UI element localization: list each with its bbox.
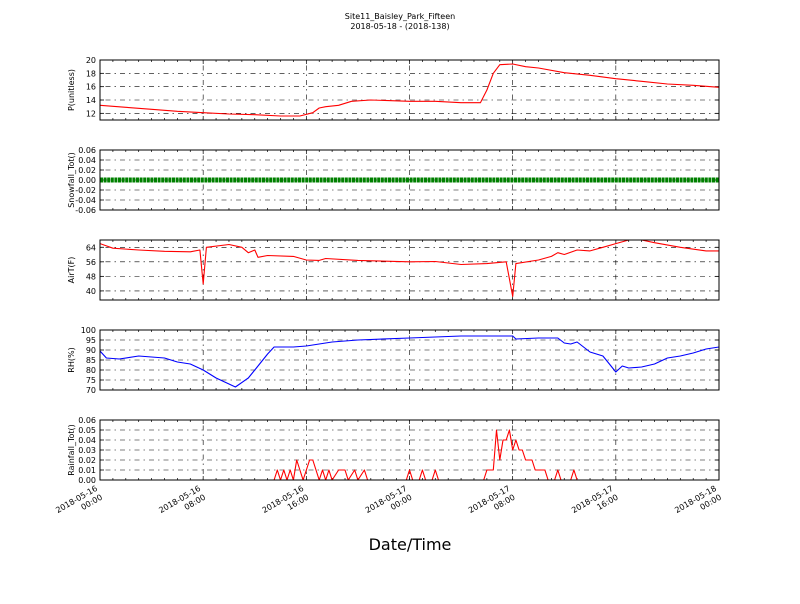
panel-0: 12 14 16 18 20 P(unitless) (67, 56, 720, 121)
x-tick-label: 2018-05-1716:00 (570, 484, 620, 524)
y-tick-label: 0.03 (78, 446, 96, 455)
y-tick-label: 75 (86, 376, 96, 385)
panel-2: 40 48 56 64 AirT(F) (67, 239, 720, 301)
series-line-0 (100, 63, 719, 117)
y-tick-label: 0.01 (78, 466, 96, 475)
x-tick-label: 2018-05-1800:00 (673, 484, 723, 524)
y-tick-label: 0.04 (78, 436, 96, 445)
chart-title-line-2: 2018-05-18 - (2018-138) (350, 22, 449, 31)
y-tick-label: 18 (86, 69, 96, 78)
panel-4: 0.000.010.020.030.040.050.06Rainfall_Tot… (67, 416, 720, 485)
panel-frame (99, 239, 720, 301)
panel-frame (99, 59, 720, 121)
y-tick-label: 40 (86, 287, 96, 296)
panels-group: 1214161820P(unitless)-0.06-0.04-0.020.00… (67, 56, 720, 485)
x-tick-label: 2018-05-1700:00 (364, 484, 414, 524)
y-tick-label: 16 (86, 83, 96, 92)
panel-frame (99, 329, 720, 391)
y-tick-label: -0.02 (75, 186, 96, 195)
y-tick-label: 90 (86, 346, 96, 355)
y-tick-label: 85 (86, 356, 96, 365)
panel-frame (99, 149, 720, 211)
y-tick-label: 80 (86, 366, 96, 375)
x-tick-label: 2018-05-1600:00 (54, 484, 104, 524)
x-tick-label: 2018-05-1608:00 (157, 484, 207, 524)
y-axis-label: Snowfall_Tot() (67, 152, 76, 208)
y-tick-label: -0.04 (75, 196, 96, 205)
chart-title-line-1: Site11_Baisley_Park_Fifteen (345, 12, 455, 21)
y-tick-label: 0.06 (78, 416, 96, 425)
y-axis-label: P(unitless) (67, 69, 76, 111)
y-tick-label: 70 (86, 386, 96, 395)
y-tick-label: 48 (86, 272, 96, 281)
y-tick-label: 0.04 (78, 156, 96, 165)
y-tick-label: 12 (86, 109, 96, 118)
y-tick-label: 0.06 (78, 146, 96, 155)
y-tick-label: 56 (86, 258, 96, 267)
y-tick-label: 0.00 (78, 176, 96, 185)
y-axis-label: AirT(F) (67, 257, 76, 284)
y-tick-label: -0.06 (75, 206, 96, 215)
y-tick-label: 100 (81, 326, 96, 335)
series-line-2 (100, 240, 719, 297)
panel-frame (99, 419, 720, 481)
y-axis-label: RH(%) (67, 347, 76, 372)
y-tick-label: 20 (86, 56, 96, 65)
x-tick-label: 2018-05-1708:00 (467, 484, 517, 524)
y-tick-label: 0.00 (78, 476, 96, 485)
y-tick-label: 95 (86, 336, 96, 345)
y-tick-label: 0.02 (78, 166, 96, 175)
y-tick-label: 0.05 (78, 426, 96, 435)
x-axis-label: Date/Time (369, 535, 452, 554)
y-tick-label: 0.02 (78, 456, 96, 465)
y-tick-label: 14 (86, 96, 96, 105)
series-line-4 (100, 429, 719, 480)
x-tick-labels: 2018-05-1600:00 2018-05-1608:00 2018-05-16… (54, 484, 723, 524)
x-tick-label: 2018-05-1616:00 (261, 484, 311, 524)
panel-1: -0.06-0.04-0.020.000.020.040.06Snowfall_… (67, 146, 720, 215)
y-tick-label: 64 (86, 243, 96, 252)
series-line-3 (100, 335, 719, 388)
y-axis-label: Rainfall_Tot() (67, 424, 76, 476)
